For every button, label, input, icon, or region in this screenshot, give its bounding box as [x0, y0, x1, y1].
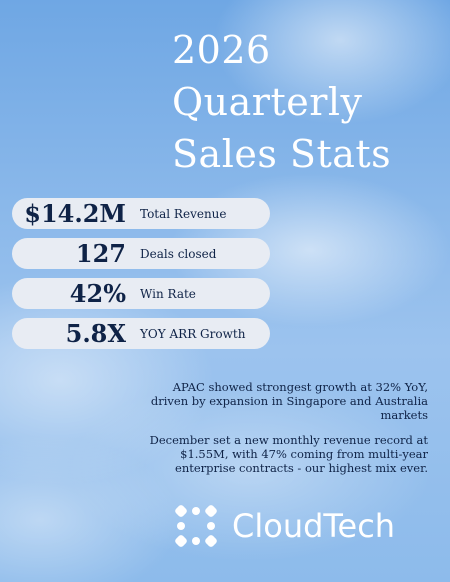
- stat-label: YOY ARR Growth: [140, 326, 246, 341]
- stat-win-rate: 42% Win Rate: [12, 278, 270, 309]
- flower-cross-icon: [172, 502, 220, 550]
- note-apac-growth: APAC showed strongest growth at 32% YoY,…: [150, 380, 428, 422]
- title-line-1: 2026: [172, 28, 271, 72]
- title-line-3: Sales Stats: [172, 132, 392, 176]
- brand-logo: CloudTech: [172, 502, 395, 550]
- stat-deals-closed: 127 Deals closed: [12, 238, 270, 269]
- page-title: 2026 Quarterly Sales Stats: [172, 24, 442, 180]
- stat-label: Deals closed: [140, 246, 217, 261]
- stat-value: 5.8X: [65, 319, 126, 348]
- title-line-2: Quarterly: [172, 80, 363, 124]
- stat-yoy-arr-growth: 5.8X YOY ARR Growth: [12, 318, 270, 349]
- stat-label: Total Revenue: [140, 206, 227, 221]
- stat-value: $14.2M: [24, 199, 126, 228]
- stat-total-revenue: $14.2M Total Revenue: [12, 198, 270, 229]
- brand-name: CloudTech: [232, 507, 396, 545]
- stat-value: 127: [75, 239, 126, 268]
- stat-value: 42%: [69, 279, 126, 308]
- stat-label: Win Rate: [140, 286, 196, 301]
- note-december-record: December set a new monthly revenue recor…: [149, 433, 428, 475]
